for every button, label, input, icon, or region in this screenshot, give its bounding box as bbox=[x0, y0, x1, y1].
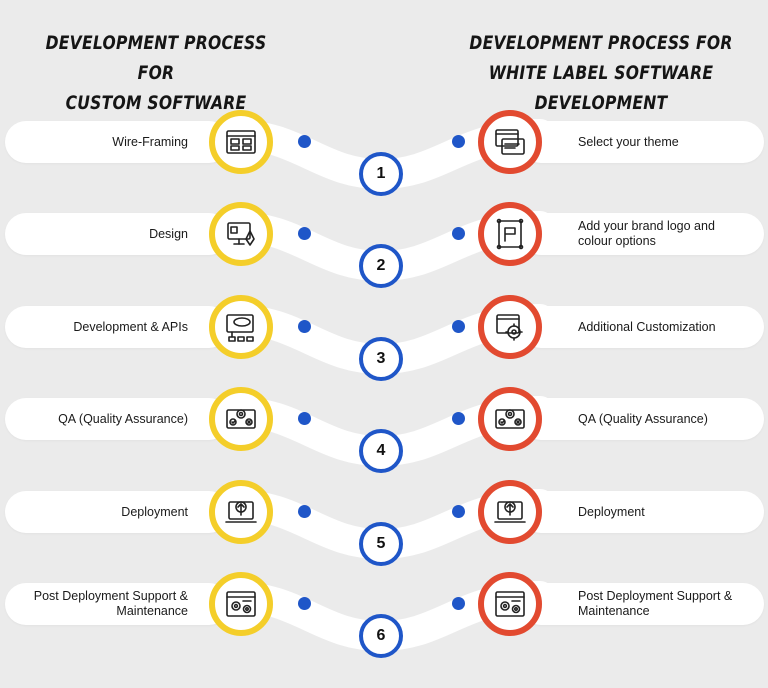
custom-step-label: Wire-Framing bbox=[112, 134, 188, 149]
deployment-icon bbox=[224, 495, 258, 529]
custom-software-title: DEVELOPMENT PROCESS FOR CUSTOM SOFTWARE bbox=[25, 28, 287, 118]
custom-step-pill bbox=[5, 491, 230, 533]
custom-step-icon-ring bbox=[209, 110, 273, 174]
maintenance-icon bbox=[493, 587, 527, 621]
white-label-step-pill bbox=[520, 121, 764, 163]
step-number-badge: 3 bbox=[359, 337, 403, 381]
white-label-step-pill bbox=[520, 583, 764, 625]
custom-step-label: Post Deployment Support & Maintenance bbox=[33, 589, 188, 618]
white-label-step-dot bbox=[452, 597, 465, 610]
custom-step-dot bbox=[298, 227, 311, 240]
white-label-step-icon-ring bbox=[478, 387, 542, 451]
white-label-step-dot bbox=[452, 505, 465, 518]
step-number-badge: 2 bbox=[359, 244, 403, 288]
custom-step-dot bbox=[298, 597, 311, 610]
white-label-step-pill bbox=[520, 491, 764, 533]
white-label-step-dot bbox=[452, 412, 465, 425]
step-number-badge: 5 bbox=[359, 522, 403, 566]
white-label-step-icon-ring bbox=[478, 295, 542, 359]
custom-step-label: Development & APIs bbox=[73, 319, 188, 334]
theme-select-icon bbox=[493, 125, 527, 159]
step-number-badge: 6 bbox=[359, 614, 403, 658]
custom-step-dot bbox=[298, 320, 311, 333]
custom-title-line1: DEVELOPMENT PROCESS FOR bbox=[45, 32, 267, 84]
white-label-step-dot bbox=[452, 320, 465, 333]
design-icon bbox=[224, 217, 258, 251]
white-label-title: DEVELOPMENT PROCESS FOR WHITE LABEL SOFT… bbox=[449, 28, 752, 118]
white-label-step-pill bbox=[520, 306, 764, 348]
custom-step-icon-ring bbox=[209, 572, 273, 636]
white-label-step-label: Post Deployment Support & Maintenance bbox=[578, 589, 733, 618]
custom-step-icon-ring bbox=[209, 387, 273, 451]
custom-step-pill bbox=[5, 213, 230, 255]
white-label-title-line2: WHITE LABEL SOFTWARE DEVELOPMENT bbox=[488, 62, 714, 114]
maintenance-icon bbox=[224, 587, 258, 621]
white-label-step-label: Additional Customization bbox=[578, 319, 716, 334]
white-label-step-icon-ring bbox=[478, 202, 542, 266]
custom-step-icon-ring bbox=[209, 202, 273, 266]
white-label-step-label: Select your theme bbox=[578, 134, 679, 149]
quality-assurance-icon bbox=[224, 402, 258, 436]
white-label-step-label: Deployment bbox=[578, 504, 645, 519]
custom-step-icon-ring bbox=[209, 480, 273, 544]
custom-step-dot bbox=[298, 505, 311, 518]
api-development-icon bbox=[224, 310, 258, 344]
wireframe-icon bbox=[224, 125, 258, 159]
brand-logo-icon bbox=[493, 217, 527, 251]
custom-step-pill bbox=[5, 398, 230, 440]
white-label-step-icon-ring bbox=[478, 480, 542, 544]
custom-title-line2: CUSTOM SOFTWARE bbox=[65, 92, 247, 114]
white-label-step-dot bbox=[452, 135, 465, 148]
white-label-step-dot bbox=[452, 227, 465, 240]
step-number-badge: 4 bbox=[359, 429, 403, 473]
white-label-step-label: Add your brand logo and colour options bbox=[578, 219, 715, 248]
custom-step-label: Design bbox=[149, 226, 188, 241]
quality-assurance-icon bbox=[493, 402, 527, 436]
custom-step-pill bbox=[5, 121, 230, 163]
custom-step-dot bbox=[298, 135, 311, 148]
custom-step-pill bbox=[5, 306, 230, 348]
custom-step-dot bbox=[298, 412, 311, 425]
custom-step-icon-ring bbox=[209, 295, 273, 359]
white-label-title-line1: DEVELOPMENT PROCESS FOR bbox=[469, 32, 733, 54]
white-label-step-icon-ring bbox=[478, 110, 542, 174]
white-label-step-pill bbox=[520, 398, 764, 440]
customization-icon bbox=[493, 310, 527, 344]
custom-step-pill bbox=[5, 583, 230, 625]
custom-step-label: Deployment bbox=[121, 504, 188, 519]
custom-step-label: QA (Quality Assurance) bbox=[58, 411, 188, 426]
white-label-step-icon-ring bbox=[478, 572, 542, 636]
white-label-step-pill bbox=[520, 213, 764, 255]
step-number-badge: 1 bbox=[359, 152, 403, 196]
deployment-icon bbox=[493, 495, 527, 529]
white-label-step-label: QA (Quality Assurance) bbox=[578, 411, 708, 426]
